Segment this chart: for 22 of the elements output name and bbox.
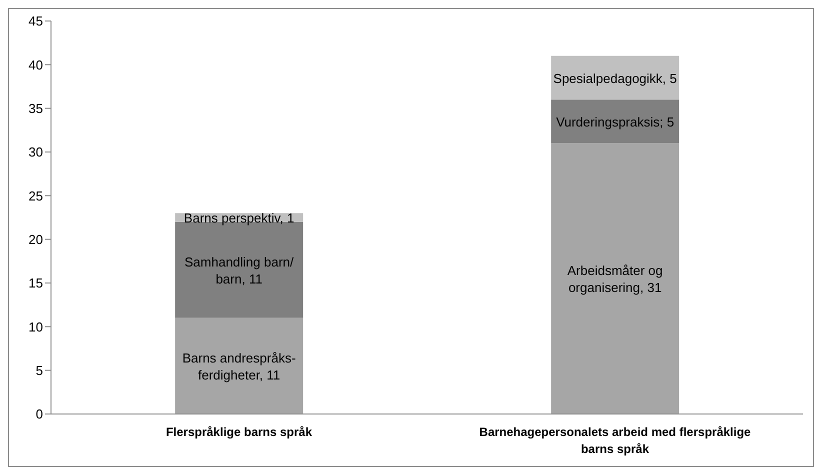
data-label: Barns andrespråks-ferdigheter, 11 <box>182 350 296 382</box>
y-tick-label: 25 <box>28 188 43 204</box>
y-tick-label: 45 <box>28 14 43 29</box>
data-label: Samhandling barn/barn, 11 <box>184 254 294 286</box>
x-tick-label: Barnehagepersonalets arbeid med flerspråklige barns språk <box>479 425 752 456</box>
data-label: Vurderingspraksis; 5 <box>556 114 674 130</box>
bar <box>551 143 680 414</box>
y-tick-label: 20 <box>28 232 43 247</box>
y-tick-label: 5 <box>36 362 43 378</box>
data-label: Spesialpedagogikk, 5 <box>553 70 677 86</box>
data-label: Barns perspektiv, 1 <box>184 210 294 226</box>
data-label: Arbeidsmåter og organisering, 31 <box>567 263 663 296</box>
y-tick-label: 0 <box>36 406 43 422</box>
bar <box>551 56 680 100</box>
y-tick-label: 35 <box>28 100 43 116</box>
y-tick-label: 10 <box>28 319 43 334</box>
x-tick-label: Flerspråklige barns språk <box>166 425 312 439</box>
y-tick-label: 30 <box>28 144 43 160</box>
y-tick-label: 15 <box>28 276 43 291</box>
y-tick-label: 40 <box>28 57 43 72</box>
bar <box>551 100 680 144</box>
bar <box>175 318 304 414</box>
